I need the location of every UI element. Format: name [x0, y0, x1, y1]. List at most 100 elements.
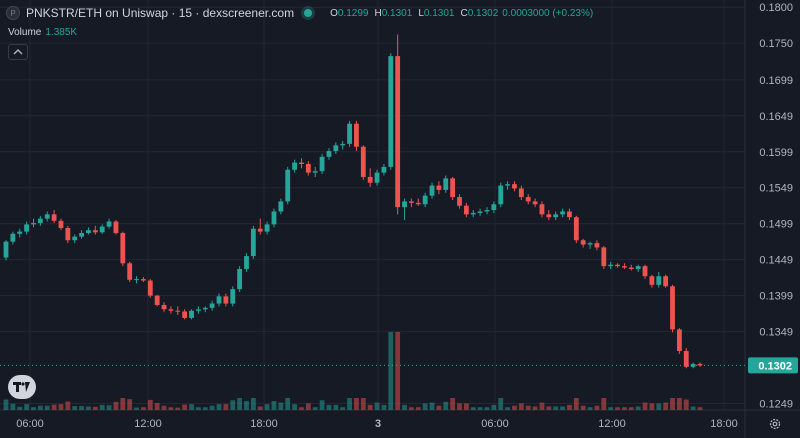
volume-bar [141, 407, 146, 410]
candle-body [505, 184, 511, 186]
volume-bar [319, 400, 325, 410]
candle-body [257, 228, 263, 232]
candle-body [532, 201, 538, 205]
volume-bar [670, 398, 675, 410]
candle-body [216, 296, 222, 304]
candle-body [670, 286, 675, 330]
volume-bar [498, 398, 504, 410]
candle-body [147, 280, 153, 296]
volume-bar [333, 404, 339, 410]
volume-bar [175, 407, 181, 410]
volume-bar [491, 404, 497, 410]
candle-body [202, 307, 208, 310]
volume-bar [106, 405, 112, 410]
candle-body [608, 264, 614, 267]
candle-body [663, 276, 669, 287]
candle-body [415, 202, 421, 205]
candle-body [395, 56, 401, 208]
volume-bar [278, 402, 284, 410]
candle-body [154, 295, 160, 305]
candle-body [539, 204, 545, 215]
volume-bar [168, 407, 174, 410]
tv-mark-icon [13, 382, 30, 392]
token-logo-icon: P [6, 6, 20, 20]
candle-body [305, 164, 311, 173]
volume-bar [202, 407, 208, 410]
volume-bar [147, 399, 153, 410]
volume-bar [161, 405, 167, 410]
candle-body [44, 214, 50, 219]
high-value: 0.1301 [381, 7, 413, 19]
volume-bar [230, 400, 236, 410]
candle-body [491, 204, 497, 211]
candle-body [360, 146, 366, 177]
y-tick-label: 0.1699 [759, 75, 793, 87]
volume-bar [216, 404, 222, 410]
volume-bar [17, 406, 23, 410]
volume-bar [285, 398, 291, 410]
candle-body [24, 224, 30, 232]
volume-bar [292, 404, 297, 410]
volume-bar [457, 403, 462, 410]
candle-body [450, 178, 456, 198]
collapse-button[interactable] [8, 44, 28, 60]
volume-bar [51, 404, 57, 410]
candle-body [340, 143, 346, 146]
volume-bar [601, 398, 607, 410]
candle-body [477, 211, 483, 213]
candle-body [525, 197, 531, 202]
candle-body [690, 363, 696, 367]
volume-bar [312, 407, 318, 410]
tradingview-logo-icon[interactable] [8, 375, 36, 399]
candle-body [656, 276, 662, 285]
volume-bar [450, 398, 456, 410]
x-tick-label: 3 [375, 418, 381, 430]
volume-bar [470, 407, 476, 410]
volume-bar [615, 407, 620, 410]
gear-icon[interactable] [767, 416, 783, 432]
volume-bar [189, 404, 194, 410]
volume-bar [546, 406, 552, 410]
volume-bar [250, 398, 256, 410]
candle-body [10, 233, 16, 242]
candle-body [31, 222, 36, 225]
candle-body [470, 212, 476, 215]
volume-bar [223, 404, 229, 410]
candle-body [319, 156, 325, 172]
candle-body [367, 176, 373, 183]
y-tick-label: 0.1399 [759, 291, 793, 303]
candle-body [189, 310, 194, 318]
volume-bar [360, 398, 366, 410]
candle-body [127, 263, 133, 280]
volume-bar [415, 407, 421, 410]
candle-body [601, 247, 607, 267]
candle-body [244, 256, 249, 270]
candle-body [209, 303, 215, 308]
volume-bar [354, 398, 359, 410]
live-indicator-icon [304, 9, 313, 17]
volume-bar [463, 403, 469, 410]
volume-bar [553, 406, 559, 410]
candle-body [271, 211, 277, 225]
volume-bar [402, 404, 407, 410]
change-value: 0.0003000 (+0.23%) [502, 7, 594, 19]
candle-body [79, 233, 84, 237]
volume-bar [127, 399, 133, 410]
volume-bar [443, 401, 449, 410]
candle-body [587, 243, 593, 245]
candle-body [443, 178, 449, 190]
volume-bar [395, 332, 401, 410]
candle-body [683, 351, 689, 367]
candle-body [560, 211, 565, 215]
candle-body [615, 264, 620, 267]
low-value: 0.1301 [423, 7, 455, 19]
volume-bar [635, 406, 641, 410]
y-tick-label: 0.1800 [759, 2, 793, 14]
chevron-up-icon [13, 49, 23, 55]
candle-body [278, 201, 284, 212]
last-price-label: 0.1302 [758, 360, 792, 372]
volume-bar [622, 407, 627, 410]
volume-bar [594, 405, 600, 410]
candle-body [381, 166, 387, 173]
